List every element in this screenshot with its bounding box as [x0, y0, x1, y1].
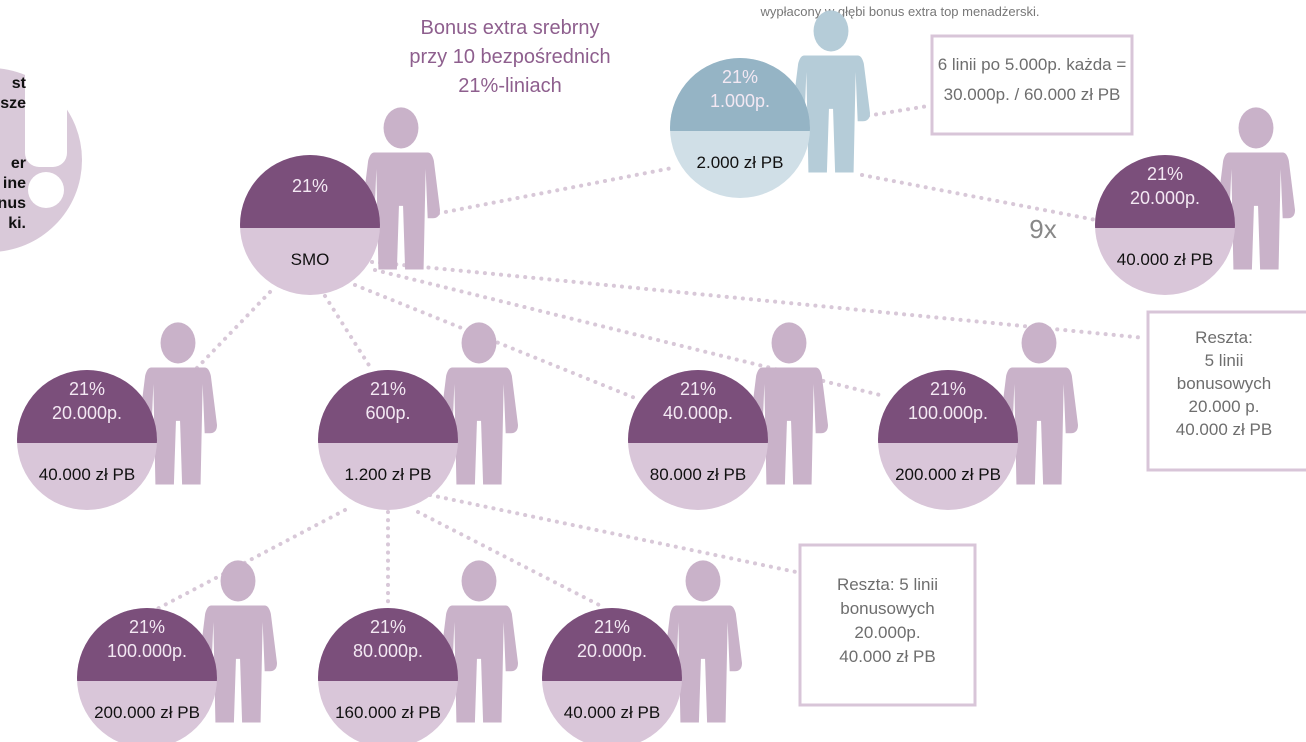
title-line: przy 10 bezpośrednich — [409, 46, 610, 68]
note-text: nus — [0, 195, 26, 212]
box-frame — [930, 34, 1134, 136]
exclamation-bar — [25, 55, 67, 167]
node: 21% SMO — [240, 107, 440, 295]
node-top-text: 40.000p. — [663, 403, 733, 423]
node-bottom-text: 2.000 zł PB — [697, 153, 784, 172]
node-top-text: 21% — [69, 379, 105, 399]
node: 21% 80.000p. 160.000 zł PB — [318, 560, 518, 742]
node-bottom-text: 160.000 zł PB — [335, 703, 441, 722]
node: 21% 1.000p. 2.000 zł PB — [670, 10, 870, 198]
node: 21% 20.000p. 40.000 zł PB — [542, 560, 742, 742]
title-line: Bonus extra srebrny — [421, 17, 600, 39]
side-note — [0, 55, 82, 252]
connector — [858, 104, 930, 119]
note-box: 6 linii po 5.000p. każda = 30.000p. / 60.… — [930, 34, 1134, 136]
node-top-text: 20.000p. — [52, 403, 122, 423]
node-top-text: 21% — [292, 176, 328, 196]
node: 21% 20.000p. 40.000 zł PB — [17, 322, 217, 510]
title-line: 21%-liniach — [458, 75, 561, 97]
node-top-text: 21% — [1147, 164, 1183, 184]
node-top-text: 21% — [680, 379, 716, 399]
node-bottom-text: 40.000 zł PB — [39, 465, 135, 484]
node-bottom-text: 40.000 zł PB — [564, 703, 660, 722]
node-top-text: 1.000p. — [710, 91, 770, 111]
note-text: ki. — [8, 215, 26, 232]
multiplier: 9x — [1029, 214, 1056, 244]
node-bottom-text: 200.000 zł PB — [895, 465, 1001, 484]
node: 21% 100.000p. 200.000 zł PB — [77, 560, 277, 742]
node-top-text: 21% — [129, 617, 165, 637]
node-bottom-text: 80.000 zł PB — [650, 465, 746, 484]
note-text: er — [11, 155, 26, 172]
node-top-text: 80.000p. — [353, 641, 423, 661]
top-caption: wypłacony w głębi bonus extra top menadż… — [760, 4, 1040, 19]
node-top-text: 20.000p. — [1130, 188, 1200, 208]
connector — [860, 173, 1098, 222]
node: 21% 20.000p. 40.000 zł PB — [1095, 107, 1295, 295]
note-text: ine — [3, 175, 26, 192]
box-text: 20.000 p. — [1189, 397, 1260, 416]
note-box: Reszta: 5 linii bonusowych 20.000 p. 40.000 … — [1146, 310, 1306, 472]
note-text: sze — [0, 95, 26, 112]
content: st sze er ine nus ki. wypłacony w głębi bonus … — [0, 4, 1306, 742]
node-bottom-text: 1.200 zł PB — [345, 465, 432, 484]
box-frame — [1146, 310, 1306, 472]
node-top-text: 21% — [930, 379, 966, 399]
connector — [416, 510, 607, 610]
note-text: st — [12, 75, 27, 92]
box-text: 6 linii po 5.000p. każda = — [938, 55, 1127, 74]
node-top-text: 600p. — [365, 403, 410, 423]
box-text: bonusowych — [840, 599, 935, 618]
connector — [353, 283, 642, 402]
box-frame — [798, 543, 977, 707]
box-text: 40.000 zł PB — [1176, 420, 1272, 439]
node: 21% 40.000p. 80.000 zł PB — [628, 322, 828, 510]
connector — [323, 294, 374, 372]
box-text: bonusowych — [1177, 374, 1272, 393]
connector — [370, 260, 1147, 340]
exclamation-dot — [28, 172, 64, 208]
node: 21% 100.000p. 200.000 zł PB — [878, 322, 1078, 510]
connectors — [153, 104, 1147, 612]
node-top-text: 100.000p. — [908, 403, 988, 423]
connector — [428, 166, 674, 217]
node: 21% 600p. 1.200 zł PB — [318, 322, 518, 510]
box-text: 20.000p. — [854, 623, 920, 642]
connector — [373, 268, 882, 397]
node-top-text: 21% — [594, 617, 630, 637]
box-text: Reszta: — [1195, 328, 1253, 347]
note-box: Reszta: 5 linii bonusowych 20.000p. 40.000 … — [798, 543, 977, 707]
node-bottom-text: 40.000 zł PB — [1117, 250, 1213, 269]
box-text: 30.000p. / 60.000 zł PB — [944, 85, 1121, 104]
node-top-text: 21% — [370, 617, 406, 637]
node-top-text: 100.000p. — [107, 641, 187, 661]
node-top-text: 21% — [722, 67, 758, 87]
connector — [193, 290, 272, 372]
node-bottom-text: SMO — [291, 250, 330, 269]
node-bottom-text: 200.000 zł PB — [94, 703, 200, 722]
box-text: 40.000 zł PB — [839, 647, 935, 666]
connector — [428, 493, 798, 574]
node-top-text: 20.000p. — [577, 641, 647, 661]
box-text: Reszta: 5 linii — [837, 575, 938, 594]
node-top-text: 21% — [370, 379, 406, 399]
connector — [153, 508, 347, 612]
box-text: 5 linii — [1205, 351, 1244, 370]
